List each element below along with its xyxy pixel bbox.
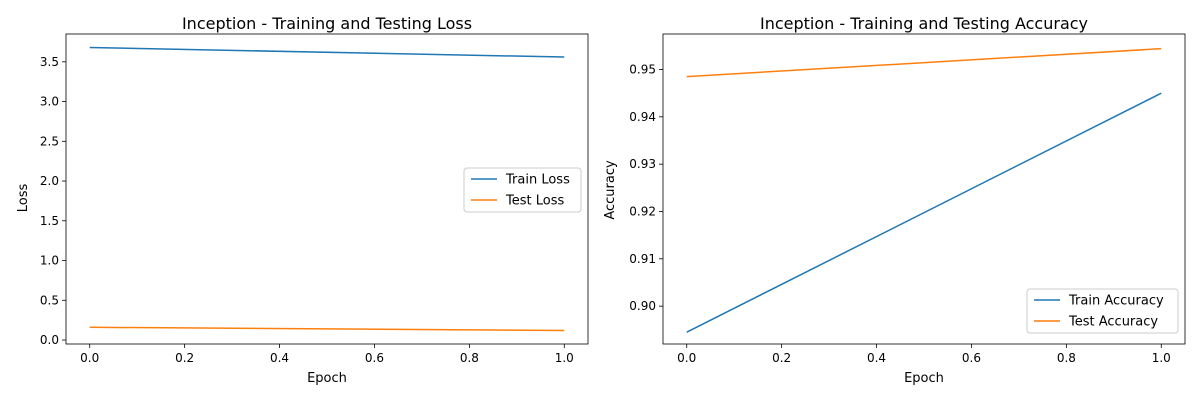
accuracy-y-tick-label: 0.95 bbox=[629, 62, 656, 76]
accuracy-legend-label: Test Accuracy bbox=[1068, 315, 1158, 330]
accuracy-y-tick-label: 0.93 bbox=[629, 157, 656, 171]
loss-y-tick-label: 3.0 bbox=[40, 95, 59, 109]
accuracy-x-tick-label: 0.2 bbox=[772, 351, 791, 365]
loss-x-axis-label: Epoch bbox=[307, 371, 347, 386]
accuracy-y-tick-label: 0.92 bbox=[629, 204, 656, 218]
accuracy-x-tick-label: 0.6 bbox=[962, 351, 981, 365]
accuracy-legend: Train Accuracy Test Accuracy bbox=[1026, 288, 1179, 334]
accuracy-y-tick-label: 0.94 bbox=[629, 110, 656, 124]
loss-legend-label: Test Loss bbox=[505, 194, 564, 209]
accuracy-axes-frame bbox=[662, 33, 1186, 345]
loss-x-tick-label: 1.0 bbox=[555, 351, 574, 365]
loss-y-tick-label: 2.5 bbox=[40, 134, 59, 148]
loss-y-tick-label: 0.0 bbox=[40, 333, 59, 347]
loss-x-tick-label: 0.8 bbox=[460, 351, 479, 365]
accuracy-y-tick-label: 0.91 bbox=[629, 252, 656, 266]
loss-x-tick-label: 0.4 bbox=[270, 351, 289, 365]
accuracy-chart: Inception - Training and Testing Accurac… bbox=[603, 14, 1186, 386]
loss-x-tick-label: 0.6 bbox=[365, 351, 384, 365]
loss-y-axis-label: Loss bbox=[16, 184, 31, 213]
accuracy-legend-label: Train Accuracy bbox=[1068, 294, 1164, 309]
loss-series-line-test-loss bbox=[89, 326, 565, 332]
accuracy-legend-box bbox=[1026, 288, 1179, 334]
loss-legend-label: Train Loss bbox=[505, 173, 570, 188]
loss-y-tick-label: 2.0 bbox=[40, 174, 59, 188]
accuracy-x-tick-label: 0.0 bbox=[677, 351, 696, 365]
loss-chart-title: Inception - Training and Testing Loss bbox=[182, 14, 472, 33]
loss-y-tick-label: 1.0 bbox=[40, 254, 59, 268]
loss-chart: Inception - Training and Testing Loss Ep… bbox=[16, 14, 589, 386]
loss-y-tick-label: 0.5 bbox=[40, 293, 59, 307]
loss-series-line-train-loss bbox=[89, 46, 565, 58]
loss-legend: Train Loss Test Loss bbox=[463, 167, 582, 213]
accuracy-series-line-test-accuracy bbox=[686, 47, 1162, 78]
loss-axes-frame bbox=[65, 33, 589, 345]
accuracy-series-line-train-accuracy bbox=[686, 92, 1162, 333]
loss-x-tick-label: 0.2 bbox=[175, 351, 194, 365]
accuracy-y-axis-label: Accuracy bbox=[603, 160, 618, 220]
accuracy-x-tick-label: 1.0 bbox=[1152, 351, 1171, 365]
accuracy-x-axis-label: Epoch bbox=[904, 371, 944, 386]
loss-y-tick-label: 3.5 bbox=[40, 55, 59, 69]
accuracy-x-tick-label: 0.4 bbox=[867, 351, 886, 365]
accuracy-chart-title: Inception - Training and Testing Accurac… bbox=[760, 14, 1088, 33]
accuracy-y-tick-label: 0.90 bbox=[629, 299, 656, 313]
accuracy-x-tick-label: 0.8 bbox=[1057, 351, 1076, 365]
loss-x-tick-label: 0.0 bbox=[80, 351, 99, 365]
loss-y-tick-label: 1.5 bbox=[40, 214, 59, 228]
